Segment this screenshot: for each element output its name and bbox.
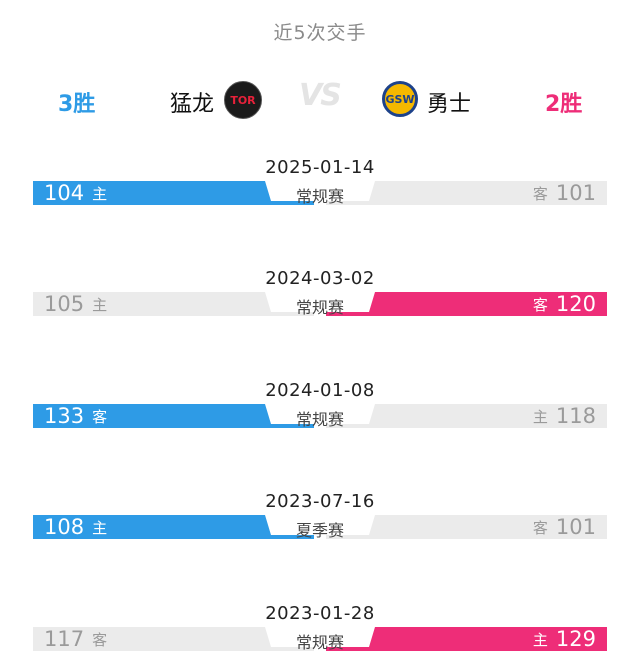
right-score: 主 129: [533, 627, 596, 651]
left-score: 117 客: [44, 627, 107, 651]
game-date: 2023-01-28: [265, 603, 375, 624]
left-home-away: 主: [92, 295, 108, 314]
left-home-away: 客: [92, 630, 108, 649]
left-home-away: 主: [92, 518, 108, 537]
game-type: 常规赛: [295, 298, 344, 317]
game-row[interactable]: 2023-01-28 常规赛 117 客 主 129: [0, 603, 640, 663]
right-score-value: 120: [555, 292, 596, 316]
left-team-wins: 3胜: [58, 92, 96, 117]
left-score: 104 主: [44, 181, 107, 205]
left-score: 133 客: [44, 404, 107, 428]
game-row[interactable]: 2025-01-14 常规赛 104 主 客 101: [0, 157, 640, 217]
left-score-value: 105: [44, 292, 85, 316]
raptors-logo-icon[interactable]: TOR: [224, 81, 262, 119]
right-score-value: 101: [555, 515, 596, 539]
left-score: 108 主: [44, 515, 107, 539]
right-home-away: 客: [532, 184, 548, 203]
right-home-away: 主: [532, 407, 548, 426]
game-date: 2024-03-02: [265, 268, 375, 289]
game-row[interactable]: 2024-03-02 常规赛 105 主 客 120: [0, 268, 640, 328]
right-team-wins: 2胜: [545, 92, 583, 117]
warriors-logo-icon[interactable]: GSW: [382, 81, 418, 117]
game-type: 常规赛: [295, 410, 344, 429]
right-score: 客 120: [533, 292, 596, 316]
left-score: 105 主: [44, 292, 107, 316]
right-home-away: 客: [532, 518, 548, 537]
left-score-value: 133: [44, 404, 85, 428]
game-date: 2024-01-08: [265, 380, 375, 401]
right-score-value: 129: [555, 627, 596, 651]
game-type: 夏季赛: [295, 521, 344, 540]
left-home-away: 主: [92, 184, 108, 203]
section-title: 近5次交手: [273, 22, 367, 44]
game-type: 常规赛: [295, 187, 344, 206]
left-team-name[interactable]: 猛龙: [170, 92, 215, 117]
vs-icon: VS: [299, 78, 342, 113]
left-score-value: 104: [44, 181, 85, 205]
left-score-value: 108: [44, 515, 85, 539]
right-score-value: 101: [555, 181, 596, 205]
right-home-away: 客: [532, 295, 548, 314]
game-row[interactable]: 2023-07-16 夏季赛 108 主 客 101: [0, 491, 640, 551]
right-score: 主 118: [533, 404, 596, 428]
team-header: 3胜 猛龙 TOR VS GSW 勇士 2胜: [0, 78, 640, 122]
game-type: 常规赛: [295, 633, 344, 652]
right-score: 客 101: [533, 181, 596, 205]
right-score: 客 101: [533, 515, 596, 539]
left-score-value: 117: [44, 627, 85, 651]
right-home-away: 主: [532, 630, 548, 649]
right-score-value: 118: [555, 404, 596, 428]
game-date: 2025-01-14: [265, 157, 375, 178]
game-date: 2023-07-16: [265, 491, 375, 512]
right-team-name[interactable]: 勇士: [427, 92, 472, 117]
game-row[interactable]: 2024-01-08 常规赛 133 客 主 118: [0, 380, 640, 440]
left-home-away: 客: [92, 407, 108, 426]
